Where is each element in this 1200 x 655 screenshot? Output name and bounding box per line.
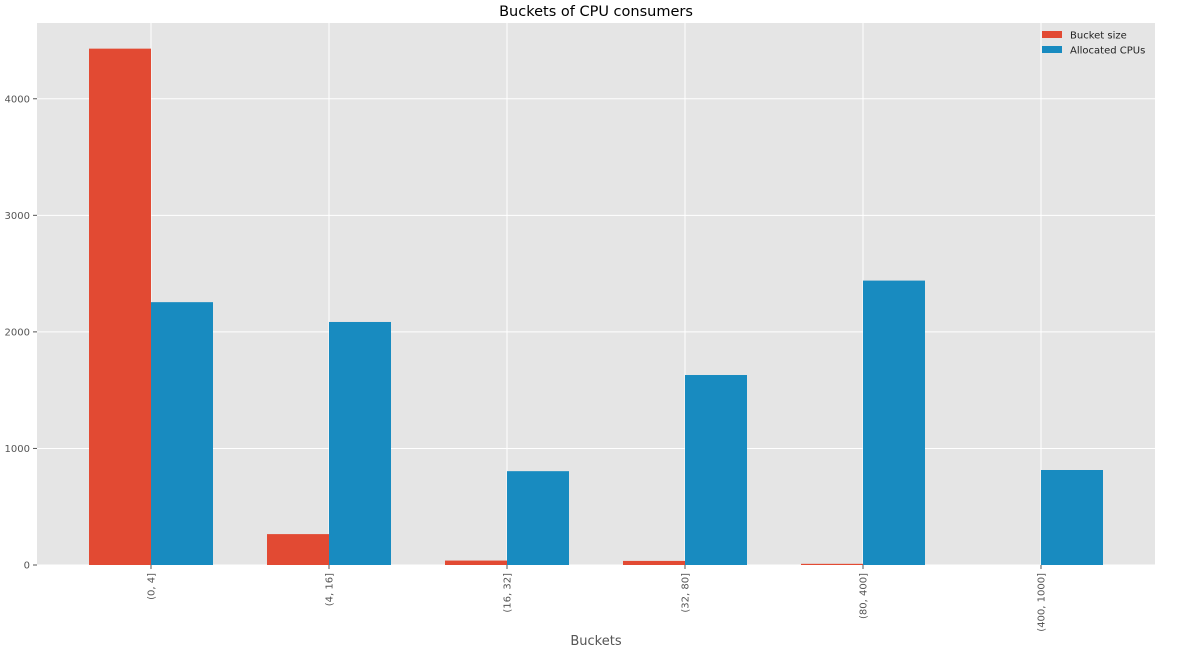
bar-allocated-cpus	[1041, 470, 1103, 565]
bar-allocated-cpus	[151, 302, 213, 565]
y-tick-label: 4000	[5, 94, 30, 105]
y-tick-label: 3000	[5, 211, 30, 222]
x-tick-label: (16, 32]	[503, 573, 514, 613]
y-tick-label: 1000	[5, 444, 30, 455]
x-tick-label: (32, 80]	[681, 573, 692, 613]
x-tick-label: (80, 400]	[859, 573, 870, 619]
bar-bucket-size	[445, 560, 507, 565]
x-axis-ticks: (0, 4] (4, 16] (16, 32] (32, 80] (80, 400] (4…	[147, 565, 1048, 632]
bar-bucket-size	[801, 563, 863, 565]
bar-allocated-cpus	[685, 375, 747, 565]
bar-allocated-cpus	[329, 321, 391, 565]
bar-bucket-size	[89, 48, 151, 566]
legend: Bucket size Allocated CPUs	[1042, 31, 1145, 57]
legend-swatch	[1042, 46, 1062, 53]
legend-swatch	[1042, 31, 1062, 38]
x-axis-label: Buckets	[570, 634, 621, 649]
y-axis-ticks: 0 1000 2000 3000 4000	[5, 94, 37, 572]
chart-title: Buckets of CPU consumers	[499, 4, 693, 20]
legend-label: Allocated CPUs	[1070, 46, 1145, 57]
legend-label: Bucket size	[1070, 31, 1127, 42]
y-tick-label: 2000	[5, 327, 30, 338]
bars	[89, 48, 1103, 566]
bar-bucket-size	[623, 560, 685, 565]
plot-background	[37, 23, 1155, 565]
x-tick-label: (0, 4]	[147, 573, 158, 600]
bar-allocated-cpus	[863, 280, 925, 565]
x-tick-label: (4, 16]	[325, 573, 336, 606]
x-tick-label: (400, 1000]	[1037, 573, 1048, 632]
bar-allocated-cpus	[507, 471, 569, 565]
bar-bucket-size	[267, 534, 329, 565]
y-tick-label: 0	[24, 561, 30, 572]
